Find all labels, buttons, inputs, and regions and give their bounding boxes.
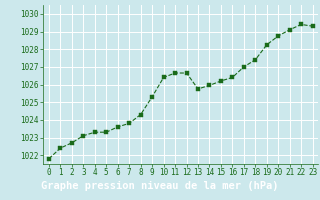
Text: Graphe pression niveau de la mer (hPa): Graphe pression niveau de la mer (hPa) [41, 181, 279, 191]
